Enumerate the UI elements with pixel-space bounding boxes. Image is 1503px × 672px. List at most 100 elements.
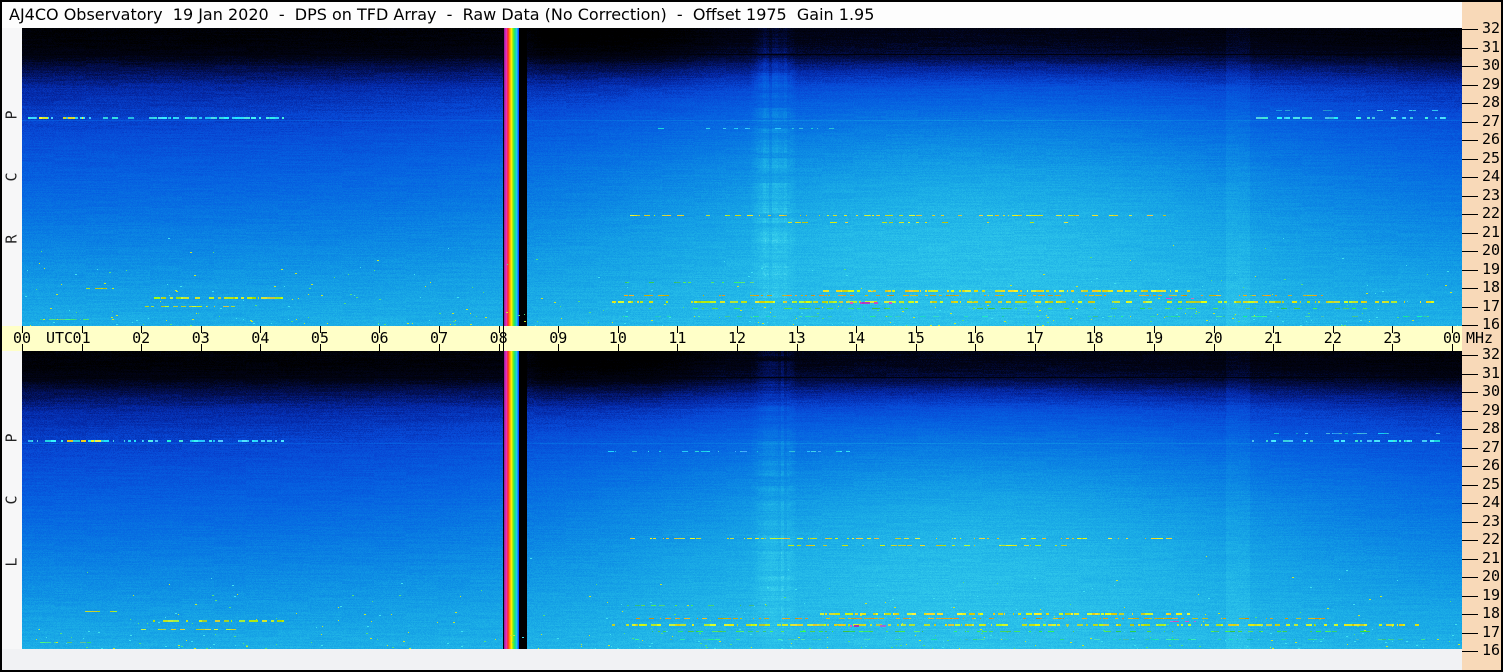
hour-label: 06 xyxy=(370,329,389,347)
frequency-axis: 32 31 30 29 28 27 26 25 24 23 22 21 20 19 18 17 16 32 31 30… xyxy=(1462,2,1501,670)
freq-tick xyxy=(1462,177,1478,178)
freq-label: 23 xyxy=(1482,185,1501,204)
freq-tick xyxy=(1462,288,1478,289)
bottom-margin xyxy=(2,649,1462,670)
freq-tick xyxy=(1462,140,1478,141)
hour-tick xyxy=(1273,344,1275,351)
hour-label: 05 xyxy=(310,329,329,347)
freq-tick xyxy=(1462,158,1478,160)
freq-tick xyxy=(1462,484,1478,486)
hour-tick xyxy=(260,344,262,351)
freq-label: 26 xyxy=(1482,456,1501,475)
hour-label: 15 xyxy=(906,329,925,347)
hour-tick xyxy=(439,326,441,333)
freq-label: 28 xyxy=(1482,93,1501,112)
freq-tick xyxy=(1462,410,1478,412)
freq-tick xyxy=(1462,595,1478,597)
hour-tick xyxy=(1332,344,1334,351)
hour-tick xyxy=(200,344,202,351)
freq-tick xyxy=(1462,577,1478,578)
hour-tick xyxy=(617,326,619,333)
freq-label: 26 xyxy=(1482,130,1501,149)
freq-label: 21 xyxy=(1482,222,1501,241)
hour-tick xyxy=(1332,326,1334,333)
hour-tick xyxy=(617,344,619,351)
freq-label: 22 xyxy=(1482,530,1501,549)
polarization-label-rcp: R C P xyxy=(2,28,22,326)
freq-tick xyxy=(1462,355,1478,356)
polarization-label-lcp: L C P xyxy=(2,351,22,649)
hour-label: 16 xyxy=(966,329,985,347)
spectrogram-rcp xyxy=(22,28,1462,326)
hour-tick xyxy=(200,326,202,333)
freq-tick xyxy=(1462,503,1478,504)
hour-tick xyxy=(975,344,977,351)
lcp-label-text: L C P xyxy=(3,411,21,567)
hour-tick xyxy=(439,344,441,351)
hour-tick xyxy=(498,344,500,351)
freq-tick xyxy=(1462,232,1478,234)
hour-label: 11 xyxy=(668,329,687,347)
hour-tick xyxy=(915,326,917,333)
hour-label: 03 xyxy=(191,329,210,347)
freq-label: 20 xyxy=(1482,241,1501,260)
freq-label: 32 xyxy=(1482,345,1501,364)
freq-tick xyxy=(1462,195,1478,197)
hour-label: 01 xyxy=(72,329,91,347)
hour-label: 10 xyxy=(608,329,627,347)
hour-tick xyxy=(558,344,560,351)
hour-tick xyxy=(677,344,679,351)
freq-tick xyxy=(1462,29,1478,30)
hour-label: 18 xyxy=(1085,329,1104,347)
freq-label: 19 xyxy=(1482,585,1501,604)
hour-tick xyxy=(736,344,738,351)
freq-label: 30 xyxy=(1482,56,1501,75)
freq-tick xyxy=(1462,103,1478,104)
freq-label: 20 xyxy=(1482,567,1501,586)
hour-label: 00 xyxy=(12,329,32,347)
hour-tick xyxy=(1154,326,1156,333)
freq-tick xyxy=(1462,632,1478,634)
freq-tick xyxy=(1462,392,1478,393)
rcp-label-text: R C P xyxy=(3,88,21,244)
freq-tick xyxy=(1462,306,1478,308)
hour-tick xyxy=(1273,326,1275,333)
hour-tick xyxy=(22,326,23,333)
hour-tick xyxy=(1034,344,1036,351)
hour-tick xyxy=(1094,326,1096,333)
hour-tick xyxy=(1213,326,1215,333)
freq-tick xyxy=(1462,269,1478,271)
time-axis: UTC 00 01 02 03 04 05 06 07 08 09 10 11 12 13 14 15 16 17… xyxy=(2,326,1462,351)
hour-label: 20 xyxy=(1204,329,1223,347)
hour-label: 22 xyxy=(1323,329,1342,347)
freq-label: 25 xyxy=(1482,474,1501,493)
freq-label: 21 xyxy=(1482,548,1501,567)
freq-tick xyxy=(1462,121,1478,123)
hour-tick xyxy=(22,344,23,351)
freq-label: 31 xyxy=(1482,363,1501,382)
hour-tick xyxy=(915,344,917,351)
hour-tick xyxy=(379,326,381,333)
hour-label: 08 xyxy=(489,329,508,347)
hour-tick xyxy=(558,326,560,333)
freq-tick xyxy=(1462,614,1478,615)
freq-label: 18 xyxy=(1482,278,1501,297)
hour-label: 13 xyxy=(787,329,806,347)
cal-marker-line xyxy=(502,326,504,351)
hour-tick xyxy=(677,326,679,333)
freq-label: 29 xyxy=(1482,74,1501,93)
hour-tick xyxy=(1154,344,1156,351)
hour-tick xyxy=(856,326,858,333)
freq-tick xyxy=(1462,251,1478,252)
hour-tick xyxy=(1392,344,1394,351)
hour-label: 07 xyxy=(430,329,449,347)
freq-label: 29 xyxy=(1482,400,1501,419)
mhz-unit-label: MHz xyxy=(1466,329,1494,347)
freq-label: 24 xyxy=(1482,493,1501,512)
hour-tick xyxy=(1034,326,1036,333)
hour-tick xyxy=(736,326,738,333)
freq-label: 16 xyxy=(1482,641,1501,660)
hour-tick xyxy=(796,344,798,351)
freq-label: 17 xyxy=(1482,622,1501,641)
